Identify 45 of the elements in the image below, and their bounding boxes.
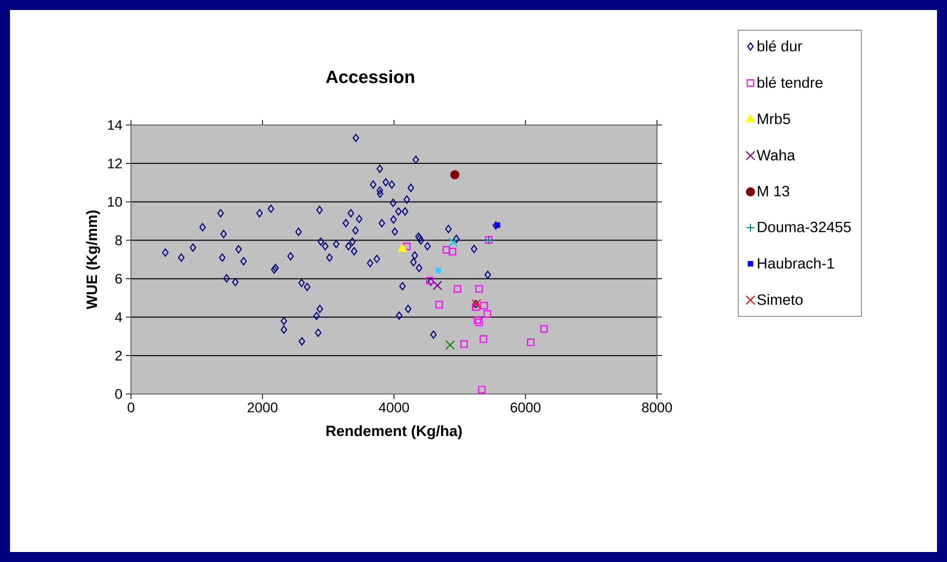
x-axis-title: Rendement (Kg/ha) — [326, 425, 462, 440]
chart-title: Accession — [326, 70, 414, 84]
point — [472, 303, 480, 311]
point — [540, 325, 548, 333]
point — [448, 248, 456, 256]
x-tick-label: 8000 — [642, 402, 672, 412]
legend-label: Mrb5 — [758, 113, 790, 124]
y-tick-label: 6 — [115, 274, 122, 284]
legend-label: Simeto — [757, 294, 803, 305]
y-axis-title: WUE (Kg/mm) — [86, 210, 100, 310]
y-tick-label: 0 — [115, 389, 122, 399]
point — [432, 280, 442, 290]
point — [460, 340, 468, 348]
point — [475, 318, 483, 326]
point — [454, 285, 462, 293]
x-tick-label: 0 — [128, 402, 134, 412]
legend-label: Waha — [756, 150, 796, 160]
point — [445, 340, 455, 350]
point — [484, 310, 492, 318]
point — [442, 246, 450, 254]
point — [398, 244, 407, 252]
y-tick-label: 14 — [108, 120, 122, 130]
point — [480, 335, 488, 343]
x-tick-label: 4000 — [378, 402, 409, 412]
y-tick-label: 4 — [115, 312, 122, 322]
point — [450, 170, 460, 180]
x-tick-label: 2000 — [248, 402, 278, 412]
point — [527, 338, 535, 346]
legend-label: Douma-32455 — [758, 222, 851, 232]
point — [436, 268, 442, 274]
point — [435, 300, 443, 308]
point — [478, 386, 486, 394]
legend-label: M 13 — [758, 186, 790, 196]
x-tick-label: 6000 — [510, 402, 540, 412]
point — [480, 302, 488, 310]
point — [474, 316, 482, 324]
legend-label: blé tendre — [758, 76, 822, 88]
y-tick-label: 2 — [115, 350, 122, 360]
legend-label: blé dur — [758, 40, 802, 52]
legend-label: Haubrach-1 — [758, 258, 834, 269]
point — [475, 285, 483, 293]
y-tick-label: 12 — [108, 158, 122, 168]
y-tick-label: 8 — [115, 235, 122, 246]
y-tick-label: 10 — [108, 196, 122, 207]
point — [403, 242, 411, 250]
